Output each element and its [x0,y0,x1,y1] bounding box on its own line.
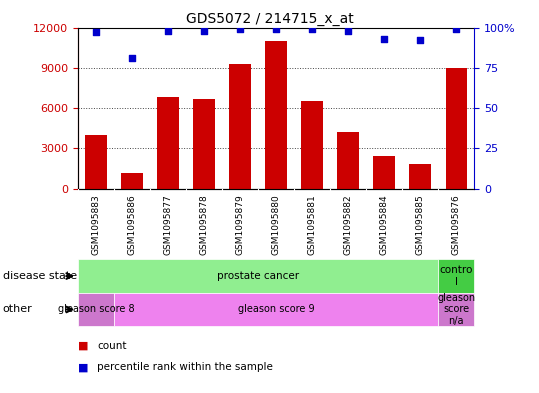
Text: GSM1095878: GSM1095878 [200,194,209,255]
Text: GSM1095884: GSM1095884 [380,194,389,255]
Text: prostate cancer: prostate cancer [217,271,299,281]
Text: GSM1095886: GSM1095886 [128,194,137,255]
Bar [194,99,215,189]
Text: GSM1095882: GSM1095882 [344,194,353,255]
Text: percentile rank within the sample: percentile rank within the sample [97,362,273,373]
Bar [446,68,467,189]
Point [344,28,353,34]
Text: gleason score 9: gleason score 9 [238,305,315,314]
Text: contro
l: contro l [440,265,473,287]
Point [452,26,461,32]
Text: GSM1095881: GSM1095881 [308,194,317,255]
Point [92,29,100,35]
Text: disease state: disease state [3,271,77,281]
Point [308,26,316,32]
Text: GSM1095877: GSM1095877 [164,194,172,255]
Text: GSM1095876: GSM1095876 [452,194,461,255]
Text: GSM1095883: GSM1095883 [92,194,101,255]
Point [200,28,209,34]
Text: count: count [97,341,127,351]
Point [272,26,281,32]
Bar [301,101,323,189]
Bar [121,173,143,189]
Point [416,37,425,44]
Bar [85,135,107,189]
Bar [230,64,251,189]
Text: GSM1095885: GSM1095885 [416,194,425,255]
Text: GDS5072 / 214715_x_at: GDS5072 / 214715_x_at [185,12,354,26]
Text: GSM1095880: GSM1095880 [272,194,281,255]
Text: gleason score 8: gleason score 8 [58,305,134,314]
Point [236,26,245,32]
Text: GSM1095879: GSM1095879 [236,194,245,255]
Bar [374,156,395,189]
Bar [438,259,474,293]
Point [380,36,389,42]
Bar [157,97,179,189]
Text: ■: ■ [78,362,88,373]
Text: ■: ■ [78,341,88,351]
Bar [410,164,431,189]
Text: gleason
score
n/a: gleason score n/a [437,293,475,326]
Point [164,28,172,34]
Point [128,55,136,61]
Text: other: other [3,305,32,314]
Bar [78,293,114,326]
Bar [265,41,287,189]
Bar [438,293,474,326]
Bar [337,132,359,189]
Bar [114,293,438,326]
